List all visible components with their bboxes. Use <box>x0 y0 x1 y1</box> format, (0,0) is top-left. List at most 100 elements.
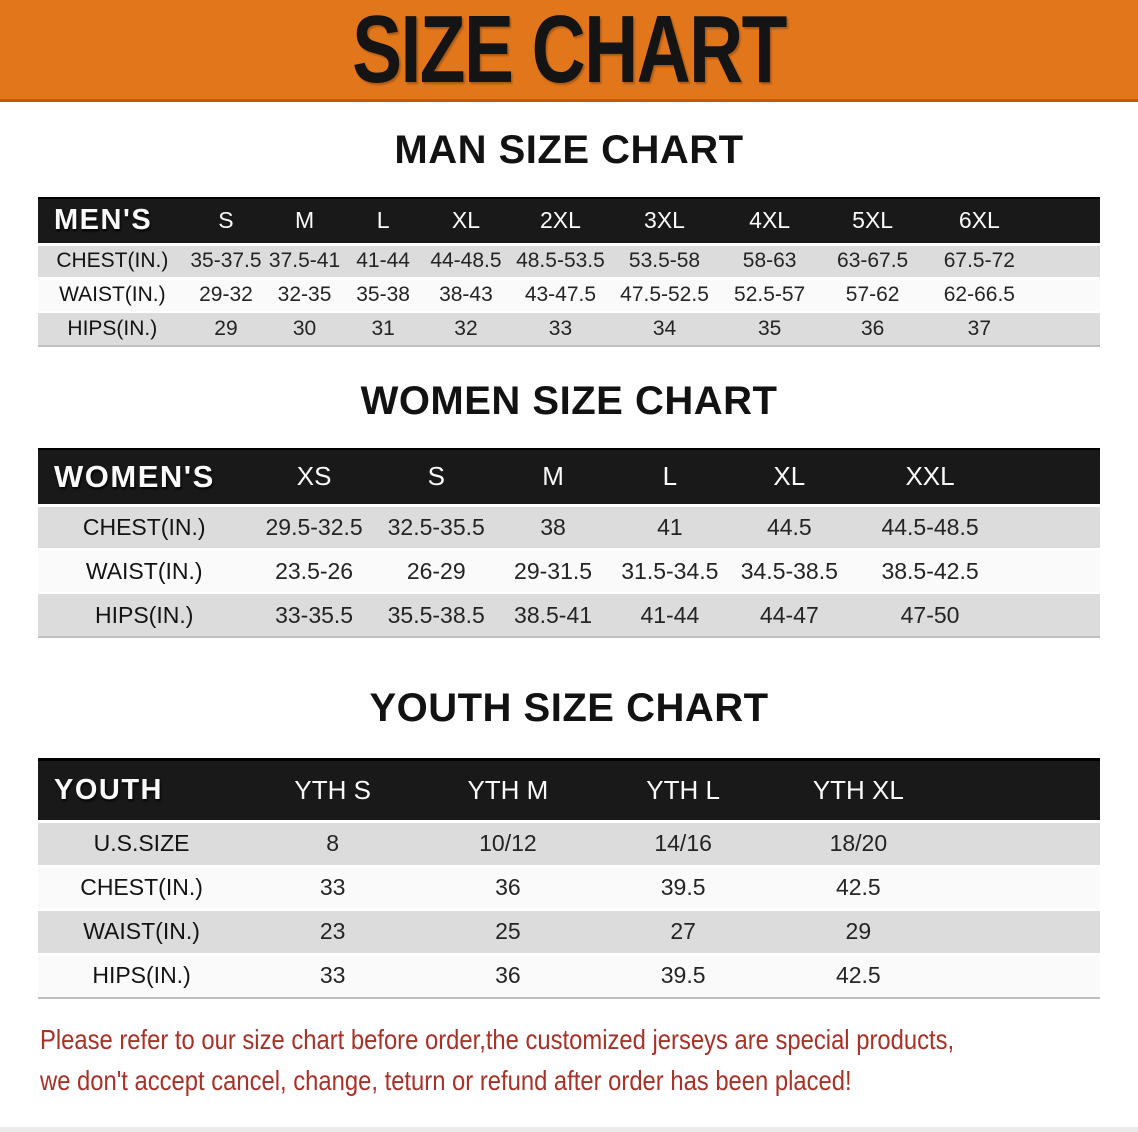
size-column-header: XL <box>728 448 851 507</box>
size-column-header: M <box>265 197 344 246</box>
spacer-cell <box>946 954 1100 998</box>
womens-size-table: WOMEN'S XS S M L XL XXL CHEST(IN.) 29.5-32.5 32.5… <box>38 448 1100 638</box>
size-value-cell: 41 <box>657 513 683 540</box>
youth-size-table-container: YOUTH YTH S YTH M YTH L YTH XL U.S.SIZE 8 10/12… <box>0 758 1138 999</box>
size-column-header: YTH S <box>245 758 421 823</box>
size-value-cell: 33 <box>319 962 346 988</box>
youth-size-table: YOUTH YTH S YTH M YTH L YTH XL U.S.SIZE 8 10/12… <box>38 758 1100 999</box>
size-value-cell: 47-50 <box>900 601 960 628</box>
size-value-cell: 57-62 <box>845 283 900 306</box>
measurement-row-label: WAIST(IN.) <box>59 283 166 306</box>
size-value-cell: 31 <box>371 317 395 340</box>
size-value-cell: 27 <box>670 918 696 944</box>
size-value-cell: 36 <box>860 317 885 340</box>
size-value-cell: 32-35 <box>277 283 332 306</box>
womens-row-waist-in: WAIST(IN.) 23.5-26 26-29 29-31.5 31.5-34.5 34… <box>38 549 1100 593</box>
size-column-header: 4XL <box>717 197 822 246</box>
spacer-cell <box>1035 244 1100 278</box>
spacer-cell <box>1035 278 1100 312</box>
size-column-header: YTH XL <box>770 758 946 823</box>
size-value-cell: 32.5-35.5 <box>387 513 485 540</box>
size-value-cell: 47.5-52.5 <box>620 283 709 306</box>
size-value-cell: 44-47 <box>759 601 819 628</box>
spacer-cell <box>1035 312 1100 346</box>
size-value-cell: 44.5 <box>766 513 812 540</box>
size-column-header: XS <box>250 448 378 507</box>
measurement-row-label: WAIST(IN.) <box>85 557 203 584</box>
size-column-header: XXL <box>850 448 1010 507</box>
size-column-header: YTH M <box>420 758 596 823</box>
youth-row-u-s-size: U.S.SIZE 8 10/12 14/16 18/20 <box>38 821 1100 866</box>
size-value-cell: 29 <box>214 317 238 340</box>
man-size-table-container: MEN'S S M L XL 2XL 3XL 4XL 5XL 6XL CHEST(IN.) 35-37… <box>0 197 1138 347</box>
mens-row-chest-in: CHEST(IN.) 35-37.5 37.5-41 41-44 44-48.5 48.5… <box>38 244 1100 278</box>
size-value-cell: 42.5 <box>835 962 881 988</box>
size-value-cell: 35-38 <box>356 283 410 306</box>
spacer-cell <box>945 758 1100 823</box>
size-column-header: S <box>377 448 495 507</box>
spacer-cell <box>1010 549 1100 593</box>
size-value-cell: 35-37.5 <box>190 249 262 273</box>
spacer-cell <box>1009 448 1100 507</box>
size-column-header: L <box>611 448 729 507</box>
measurement-row-label: CHEST(IN.) <box>80 874 203 900</box>
size-value-cell: 39.5 <box>660 874 706 900</box>
mens-row-waist-in: WAIST(IN.) 29-32 32-35 35-38 38-43 43-47.5 47.… <box>38 278 1100 312</box>
measurement-row-label: HIPS(IN.) <box>92 962 191 988</box>
size-value-cell: 23 <box>319 918 346 944</box>
size-value-cell: 37.5-41 <box>268 249 341 273</box>
size-value-cell: 33 <box>548 317 573 340</box>
size-value-cell: 25 <box>495 918 521 944</box>
measurement-row-label: CHEST(IN.) <box>56 249 169 273</box>
size-value-cell: 18/20 <box>829 830 888 857</box>
measurement-row-label: HIPS(IN.) <box>95 601 194 628</box>
mens-header-row: MEN'S S M L XL 2XL 3XL 4XL 5XL 6XL <box>38 197 1100 246</box>
size-value-cell: 38 <box>540 513 566 540</box>
size-value-cell: 35.5-38.5 <box>387 601 485 628</box>
size-value-cell: 38-43 <box>439 283 493 306</box>
size-value-cell: 35 <box>757 317 782 340</box>
youth-table-label: YOUTH <box>38 758 246 823</box>
womens-row-chest-in: CHEST(IN.) 29.5-32.5 32.5-35.5 38 41 44.5 44.5… <box>38 505 1100 549</box>
size-column-header: 2XL <box>509 197 612 246</box>
size-value-cell: 26-29 <box>406 557 466 584</box>
size-column-header: S <box>186 197 266 246</box>
size-column-header: M <box>494 448 612 507</box>
women-size-heading: WOMEN SIZE CHART <box>360 379 778 423</box>
disclaimer-line-2: we don't accept cancel, change, teturn o… <box>40 1064 852 1096</box>
measurement-row-label: WAIST(IN.) <box>83 918 200 944</box>
size-value-cell: 32 <box>454 317 478 340</box>
bottom-edge-strip <box>0 1127 1138 1132</box>
size-column-header: XL <box>422 197 510 246</box>
spacer-cell <box>1035 197 1100 246</box>
size-value-cell: 36 <box>495 962 521 988</box>
youth-row-hips-in: HIPS(IN.) 33 36 39.5 42.5 <box>38 953 1100 998</box>
spacer-cell <box>946 822 1100 866</box>
size-value-cell: 29-32 <box>199 283 253 306</box>
size-value-cell: 62-66.5 <box>943 283 1015 306</box>
size-column-header: 5XL <box>821 197 924 246</box>
size-value-cell: 10/12 <box>479 830 537 857</box>
size-column-header: 6XL <box>923 197 1036 246</box>
womens-row-hips-in: HIPS(IN.) 33-35.5 35.5-38.5 38.5-41 41-44 44-… <box>38 593 1100 637</box>
size-value-cell: 41-44 <box>356 249 410 273</box>
size-value-cell: 41-44 <box>640 601 700 628</box>
women-size-section: WOMEN SIZE CHART WOMEN'S XS S M L XL XXL CHEST(… <box>0 377 1138 638</box>
size-value-cell: 38.5-42.5 <box>881 557 979 584</box>
size-value-cell: 38.5-41 <box>514 601 593 628</box>
page-title: SIZE CHART <box>352 0 787 103</box>
size-value-cell: 14/16 <box>654 830 712 857</box>
man-size-section: MAN SIZE CHART MEN'S S M L XL 2XL 3XL 4XL 5XL 6XL… <box>0 126 1138 347</box>
title-banner: SIZE CHART <box>0 0 1138 102</box>
disclaimer-line-1: Please refer to our size chart before or… <box>40 1023 955 1055</box>
women-size-table-container: WOMEN'S XS S M L XL XXL CHEST(IN.) 29.5-32.5 32.5… <box>0 448 1138 638</box>
man-size-heading: MAN SIZE CHART <box>394 128 744 172</box>
youth-header-row: YOUTH YTH S YTH M YTH L YTH XL <box>38 758 1100 823</box>
youth-row-waist-in: WAIST(IN.) 23 25 27 29 <box>38 909 1100 954</box>
measurement-row-label: U.S.SIZE <box>93 830 190 857</box>
spacer-cell <box>1010 505 1100 549</box>
size-value-cell: 23.5-26 <box>275 557 354 584</box>
mens-size-table: MEN'S S M L XL 2XL 3XL 4XL 5XL 6XL CHEST(IN.) 35-37… <box>38 197 1100 347</box>
size-column-header: YTH L <box>595 758 771 823</box>
